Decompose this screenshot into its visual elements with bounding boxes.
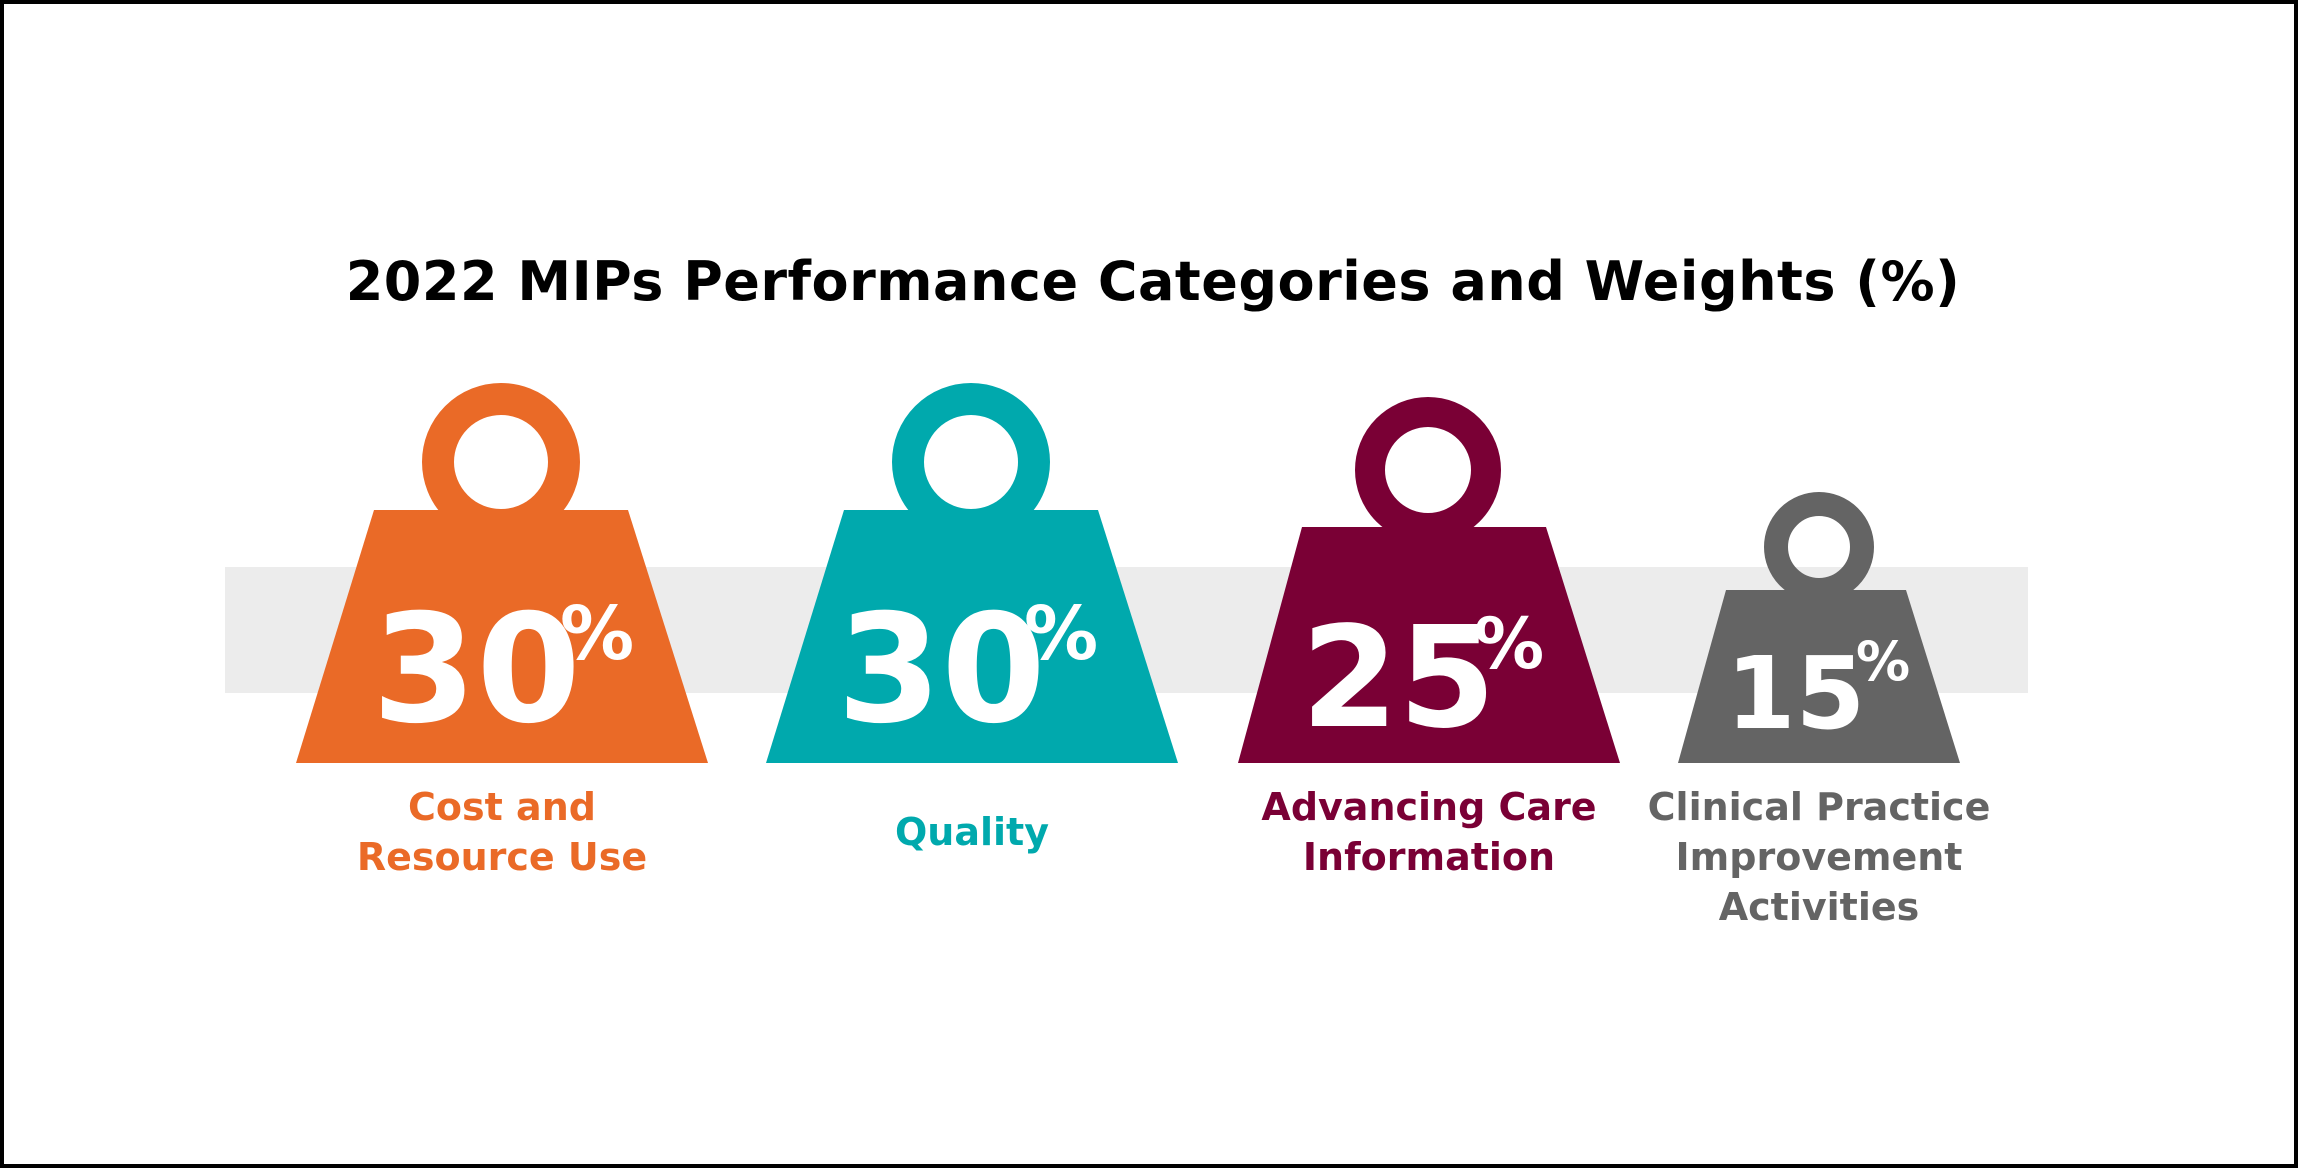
- weight-body: [1238, 527, 1620, 763]
- weight-value: 30: [837, 583, 1046, 757]
- weight-quality: 30 %: [766, 383, 1178, 763]
- category-label-cost: Cost and Resource Use: [356, 785, 648, 879]
- weight-handle: [892, 383, 1050, 541]
- weight-unit: %: [1474, 603, 1544, 685]
- weight-body: [296, 510, 708, 763]
- weight-unit: %: [1856, 630, 1910, 693]
- weight-icon: [766, 383, 1178, 763]
- category-label-cpia: Clinical Practice Improvement Activities: [1647, 785, 1991, 929]
- weight-unit: %: [1024, 591, 1098, 677]
- weight-icon: [296, 383, 708, 763]
- weight-value: 15: [1726, 635, 1865, 752]
- weight-handle: [1764, 492, 1874, 602]
- weight-value: 25: [1301, 597, 1496, 760]
- weight-icon: [1238, 397, 1620, 763]
- weight-value: 30: [372, 583, 581, 757]
- category-label-aci: Advancing Care Information: [1261, 785, 1597, 879]
- weight-aci: 25 %: [1238, 397, 1620, 763]
- weight-unit: %: [560, 591, 634, 677]
- weight-cost: 30 %: [296, 383, 708, 763]
- weight-icon: [1678, 492, 1960, 763]
- weight-body: [766, 510, 1178, 763]
- weight-handle: [1355, 397, 1501, 543]
- category-label-quality: Quality: [895, 810, 1049, 854]
- page-title: 2022 MIPs Performance Categories and Wei…: [345, 250, 1961, 313]
- weight-body: [1678, 590, 1960, 763]
- weight-handle: [422, 383, 580, 541]
- weight-cpia: 15 %: [1678, 492, 1960, 763]
- weights-graphic: 30 % 30 % 25 % 15: [296, 383, 1960, 763]
